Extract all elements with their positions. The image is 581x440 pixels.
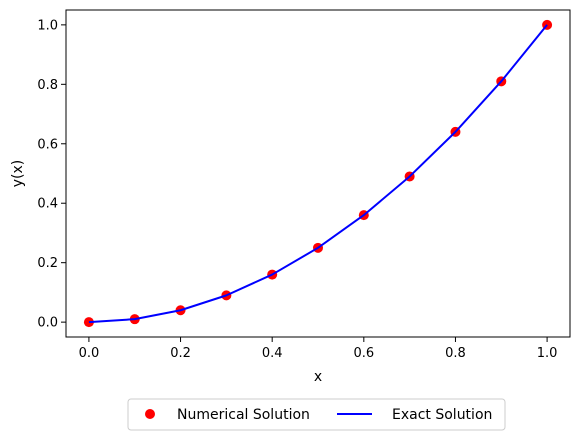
x-tick-label: 0.0 (79, 346, 100, 361)
x-tick-label: 0.4 (262, 346, 283, 361)
x-axis-ticks: 0.0 0.2 0.4 0.6 0.8 1.0 (79, 337, 558, 361)
legend-label-numerical: Numerical Solution (177, 407, 310, 423)
y-tick-label: 0.8 (37, 78, 58, 93)
plot-area: 0.0 0.2 0.4 0.6 0.8 1.0 0.0 0.2 0.4 0.6 0.8 1.0 (37, 9, 571, 361)
x-tick-label: 0.2 (170, 346, 191, 361)
x-tick-label: 1.0 (537, 346, 558, 361)
exact-solution-line (88, 24, 548, 324)
x-axis-label: x (314, 369, 322, 385)
y-tick-label: 0.2 (37, 256, 58, 271)
y-tick-label: 0.6 (37, 137, 58, 152)
y-tick-label: 0.4 (37, 197, 58, 212)
legend-marker-numerical (145, 409, 155, 419)
x-tick-label: 0.6 (353, 346, 374, 361)
y-axis-label: y(x) (10, 160, 26, 188)
y-tick-label: 0.0 (37, 316, 58, 331)
axes-frame (65, 9, 571, 338)
legend-box (127, 398, 506, 431)
series-layer (83, 19, 553, 328)
y-tick-label: 1.0 (37, 18, 58, 33)
legend: Numerical Solution Exact Solution (127, 398, 506, 431)
legend-label-exact: Exact Solution (392, 407, 492, 423)
numerical-solution-point (83, 317, 94, 328)
x-tick-label: 0.8 (445, 346, 466, 361)
y-axis-ticks: 0.0 0.2 0.4 0.6 0.8 1.0 (37, 18, 66, 331)
